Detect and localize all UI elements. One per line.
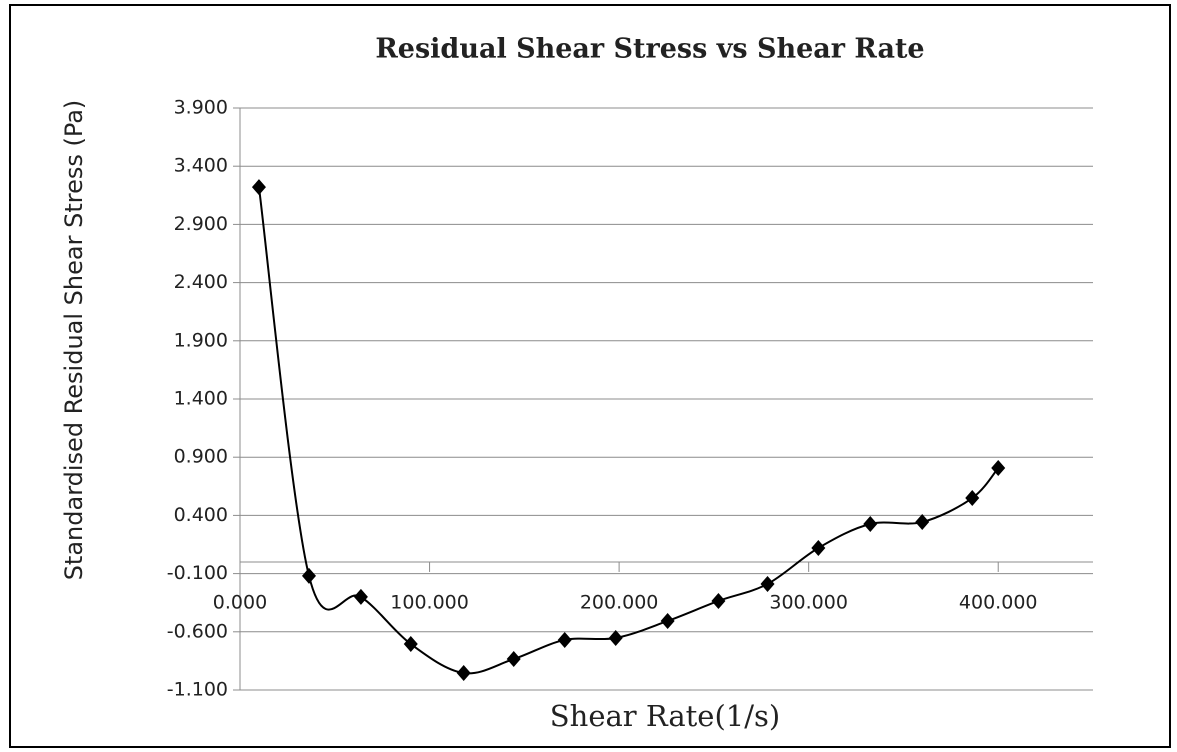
y-tick-label: 2.900 <box>174 213 228 235</box>
data-point <box>711 592 726 609</box>
data-point <box>557 631 572 648</box>
y-tick-label: -0.100 <box>167 562 228 584</box>
data-point <box>991 460 1006 477</box>
y-tick-label: 2.400 <box>174 271 228 293</box>
data-point <box>353 588 368 605</box>
x-tick-label: 0.000 <box>213 591 267 613</box>
data-line <box>257 187 999 675</box>
data-point <box>456 665 471 682</box>
data-point <box>760 575 775 592</box>
y-tick-label: 1.900 <box>174 329 228 351</box>
data-point <box>811 539 826 556</box>
x-axis-label: Shear Rate(1/s) <box>550 699 780 733</box>
x-tick-label: 400.000 <box>959 591 1038 613</box>
y-axis-label: Standardised Residual Shear Stress (Pa) <box>60 100 88 581</box>
x-tick-label: 100.000 <box>390 591 469 613</box>
data-point <box>301 567 316 584</box>
y-tick-label: 1.400 <box>174 388 228 410</box>
data-point <box>915 514 930 531</box>
chart-title: Residual Shear Stress vs Shear Rate <box>375 34 924 65</box>
x-tick-label: 300.000 <box>769 591 848 613</box>
x-tick-label: 200.000 <box>580 591 659 613</box>
y-tick-label: 0.400 <box>174 504 228 526</box>
y-tick-label: -0.600 <box>167 620 228 642</box>
data-point <box>863 516 878 533</box>
y-tick-label: 0.900 <box>174 446 228 468</box>
y-tick-label: 3.900 <box>174 97 228 119</box>
y-tick-label: -1.100 <box>167 679 228 701</box>
data-point <box>608 629 623 646</box>
y-tick-label: 3.400 <box>174 155 228 177</box>
data-point <box>660 612 675 629</box>
data-point <box>965 490 980 507</box>
data-point <box>506 651 521 668</box>
chart-frame <box>9 4 1171 748</box>
data-point <box>251 179 266 196</box>
data-point <box>403 636 418 653</box>
